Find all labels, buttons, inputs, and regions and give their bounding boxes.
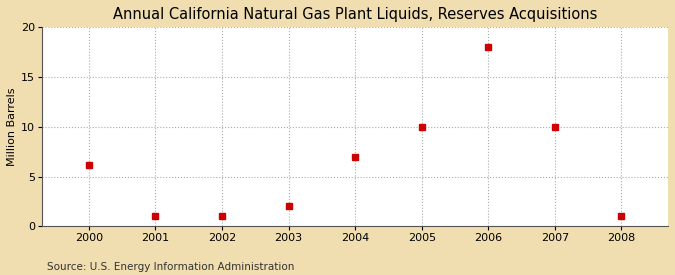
Y-axis label: Million Barrels: Million Barrels bbox=[7, 87, 17, 166]
Title: Annual California Natural Gas Plant Liquids, Reserves Acquisitions: Annual California Natural Gas Plant Liqu… bbox=[113, 7, 597, 22]
Text: Source: U.S. Energy Information Administration: Source: U.S. Energy Information Administ… bbox=[47, 262, 294, 272]
